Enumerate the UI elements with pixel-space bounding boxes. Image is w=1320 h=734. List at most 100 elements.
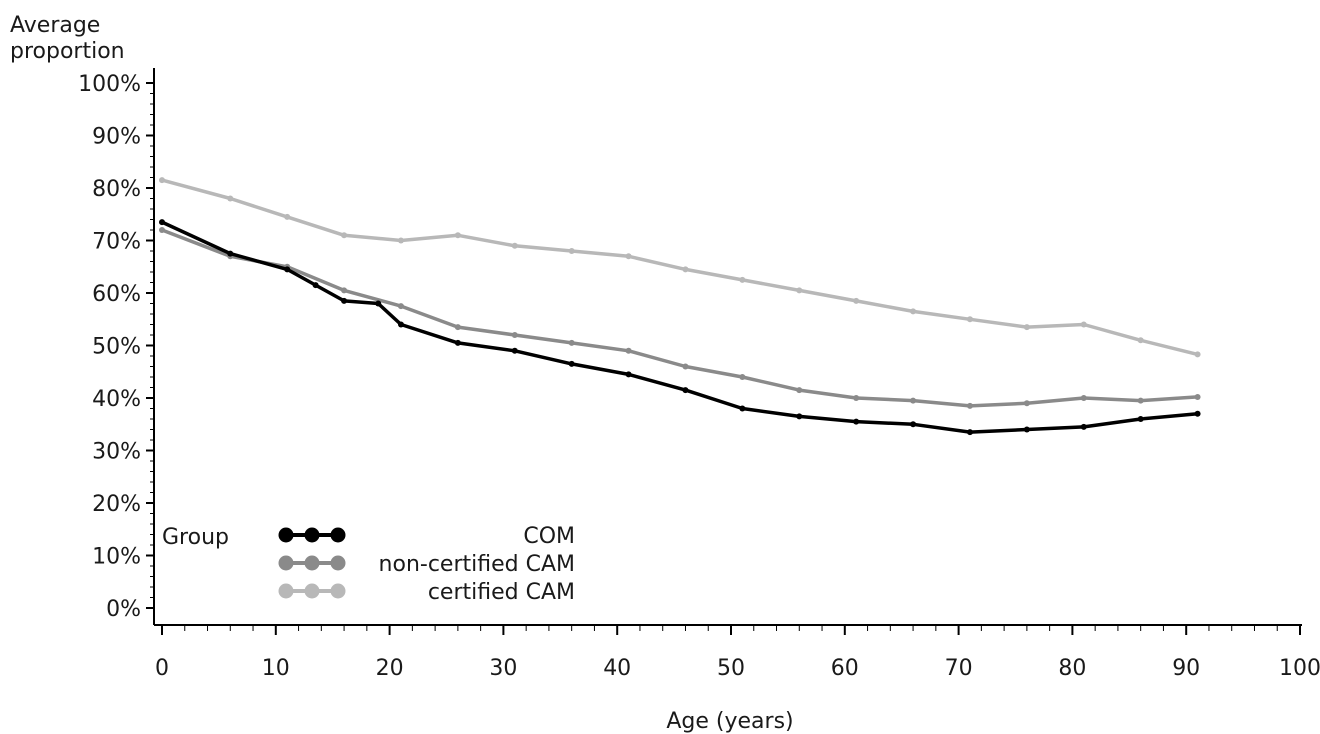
data-point — [568, 360, 575, 367]
data-point — [796, 287, 803, 294]
data-point — [796, 413, 803, 420]
data-point — [397, 321, 404, 328]
legend-swatch-marker — [278, 555, 294, 571]
data-point — [966, 429, 973, 436]
y-tick-label: 100% — [78, 72, 141, 97]
data-point — [966, 402, 973, 409]
legend-swatch-marker — [330, 527, 346, 543]
x-tick-label: 20 — [376, 656, 404, 681]
axes: 0% 10% 20% 30% 40% 50% 60% 70% 80% 90% 100% 0 10 20 30… — [78, 68, 1320, 681]
data-point — [739, 405, 746, 412]
data-point — [454, 232, 461, 239]
legend: Group COM non-certified CAM certified CAM — [162, 524, 575, 605]
data-point — [910, 308, 917, 315]
data-point — [625, 253, 632, 260]
data-point — [853, 395, 860, 401]
data-point — [1137, 337, 1144, 344]
data-point — [511, 332, 518, 338]
x-axis-title: Age (years) — [666, 709, 793, 734]
series-line — [160, 228, 1200, 408]
y-axis-title-line-1: Average — [10, 13, 100, 38]
y-tick-label: 50% — [92, 335, 141, 360]
data-point — [454, 324, 461, 331]
data-point — [227, 250, 234, 257]
data-point — [284, 213, 291, 220]
legend-swatch-marker — [330, 555, 346, 571]
data-point — [397, 303, 404, 310]
data-point — [910, 421, 917, 428]
legend-label: certified CAM — [428, 580, 575, 605]
x-tick-label: 90 — [1172, 656, 1200, 681]
plot-area — [159, 177, 1201, 436]
data-point — [682, 266, 689, 273]
y-tick-label: 20% — [92, 492, 141, 517]
legend-swatch-marker — [278, 527, 294, 543]
data-point — [312, 282, 319, 289]
y-axis-title-line-2: proportion — [10, 39, 125, 64]
data-point — [625, 371, 632, 378]
data-point — [511, 242, 518, 249]
legend-label: non-certified CAM — [379, 552, 575, 577]
data-point — [568, 248, 575, 254]
y-tick-label: 90% — [92, 125, 141, 150]
data-point — [853, 297, 860, 304]
data-point — [1137, 397, 1144, 404]
x-tick-label: 60 — [831, 656, 859, 681]
x-tick-label: 40 — [603, 656, 631, 681]
data-point — [341, 297, 348, 304]
y-tick-label: 70% — [92, 230, 141, 255]
data-point — [682, 387, 689, 394]
y-tick-label: 40% — [92, 387, 141, 412]
data-point — [1080, 321, 1087, 328]
data-point — [796, 387, 803, 394]
data-point — [227, 195, 234, 202]
legend-label: COM — [523, 524, 575, 549]
data-point — [341, 287, 348, 294]
data-point — [1194, 393, 1201, 400]
legend-swatch-marker — [278, 583, 294, 599]
data-point — [341, 232, 348, 239]
x-tick-label: 0 — [155, 656, 169, 681]
x-tick-label: 70 — [945, 656, 973, 681]
data-point — [1023, 400, 1030, 407]
data-point — [739, 374, 746, 380]
legend-swatch-marker — [304, 527, 320, 543]
legend-swatch-marker — [330, 583, 346, 599]
x-tick-label: 10 — [262, 656, 290, 681]
data-point — [1137, 416, 1144, 422]
y-tick-label: 80% — [92, 177, 141, 202]
legend-swatch-marker — [304, 583, 320, 599]
data-point — [375, 300, 382, 307]
data-point — [682, 363, 689, 370]
y-tick-label: 30% — [92, 440, 141, 465]
data-point — [853, 418, 860, 425]
data-point — [1023, 426, 1030, 433]
data-point — [159, 219, 165, 226]
x-tick-label: 50 — [717, 656, 745, 681]
data-point — [1194, 410, 1201, 417]
data-point — [1080, 423, 1087, 430]
data-point — [284, 266, 291, 273]
data-point — [1194, 351, 1201, 358]
data-point — [568, 339, 575, 346]
data-point — [1023, 324, 1030, 331]
data-point — [511, 347, 518, 354]
data-point — [1080, 395, 1087, 401]
data-point — [397, 237, 404, 244]
y-tick-label: 10% — [92, 545, 141, 570]
x-tick-label: 100 — [1279, 656, 1320, 681]
x-tick-label: 80 — [1058, 656, 1086, 681]
data-point — [910, 397, 917, 404]
y-tick-label: 0% — [106, 597, 141, 622]
legend-swatch-marker — [304, 555, 320, 571]
legend-title: Group — [162, 525, 229, 550]
data-point — [159, 177, 165, 184]
data-point — [454, 339, 461, 346]
data-point — [739, 276, 746, 283]
series-line — [160, 178, 1200, 357]
data-point — [966, 316, 973, 323]
x-tick-label: 30 — [489, 656, 517, 681]
data-point — [625, 347, 632, 354]
y-tick-label: 60% — [92, 282, 141, 307]
